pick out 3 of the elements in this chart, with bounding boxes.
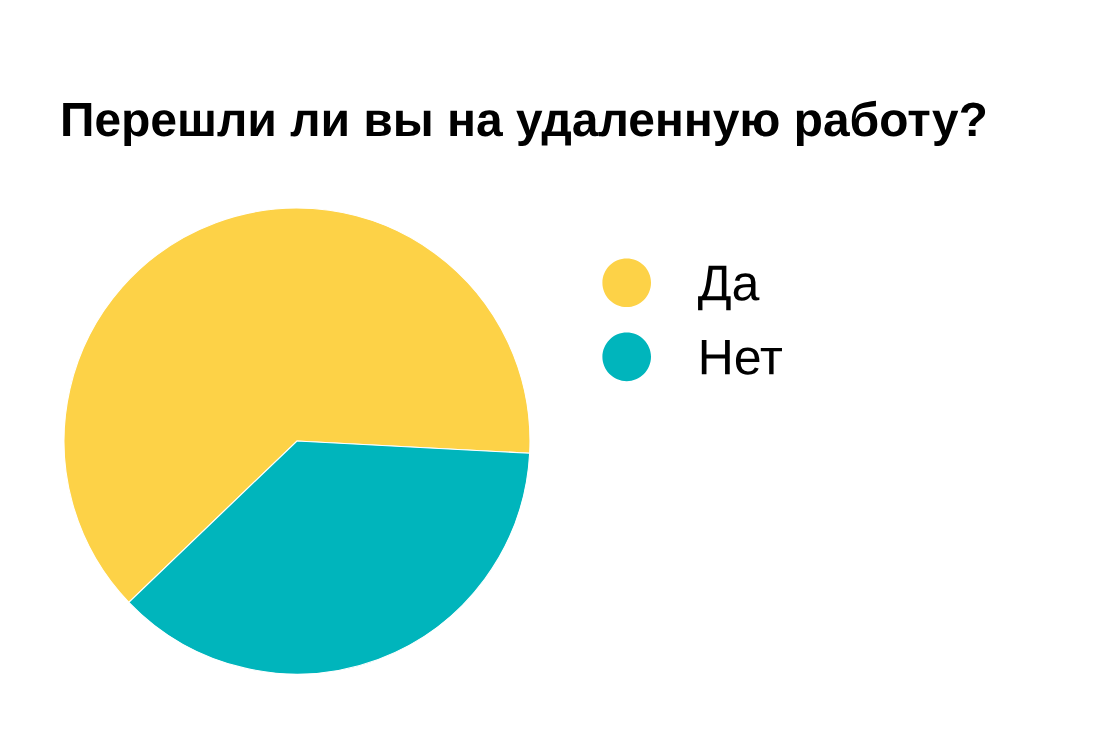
legend-label: Нет (701, 339, 782, 375)
chart-title: Перешли ли вы на удаленную работу? (63, 100, 986, 146)
legend-label: Да (698, 265, 760, 311)
